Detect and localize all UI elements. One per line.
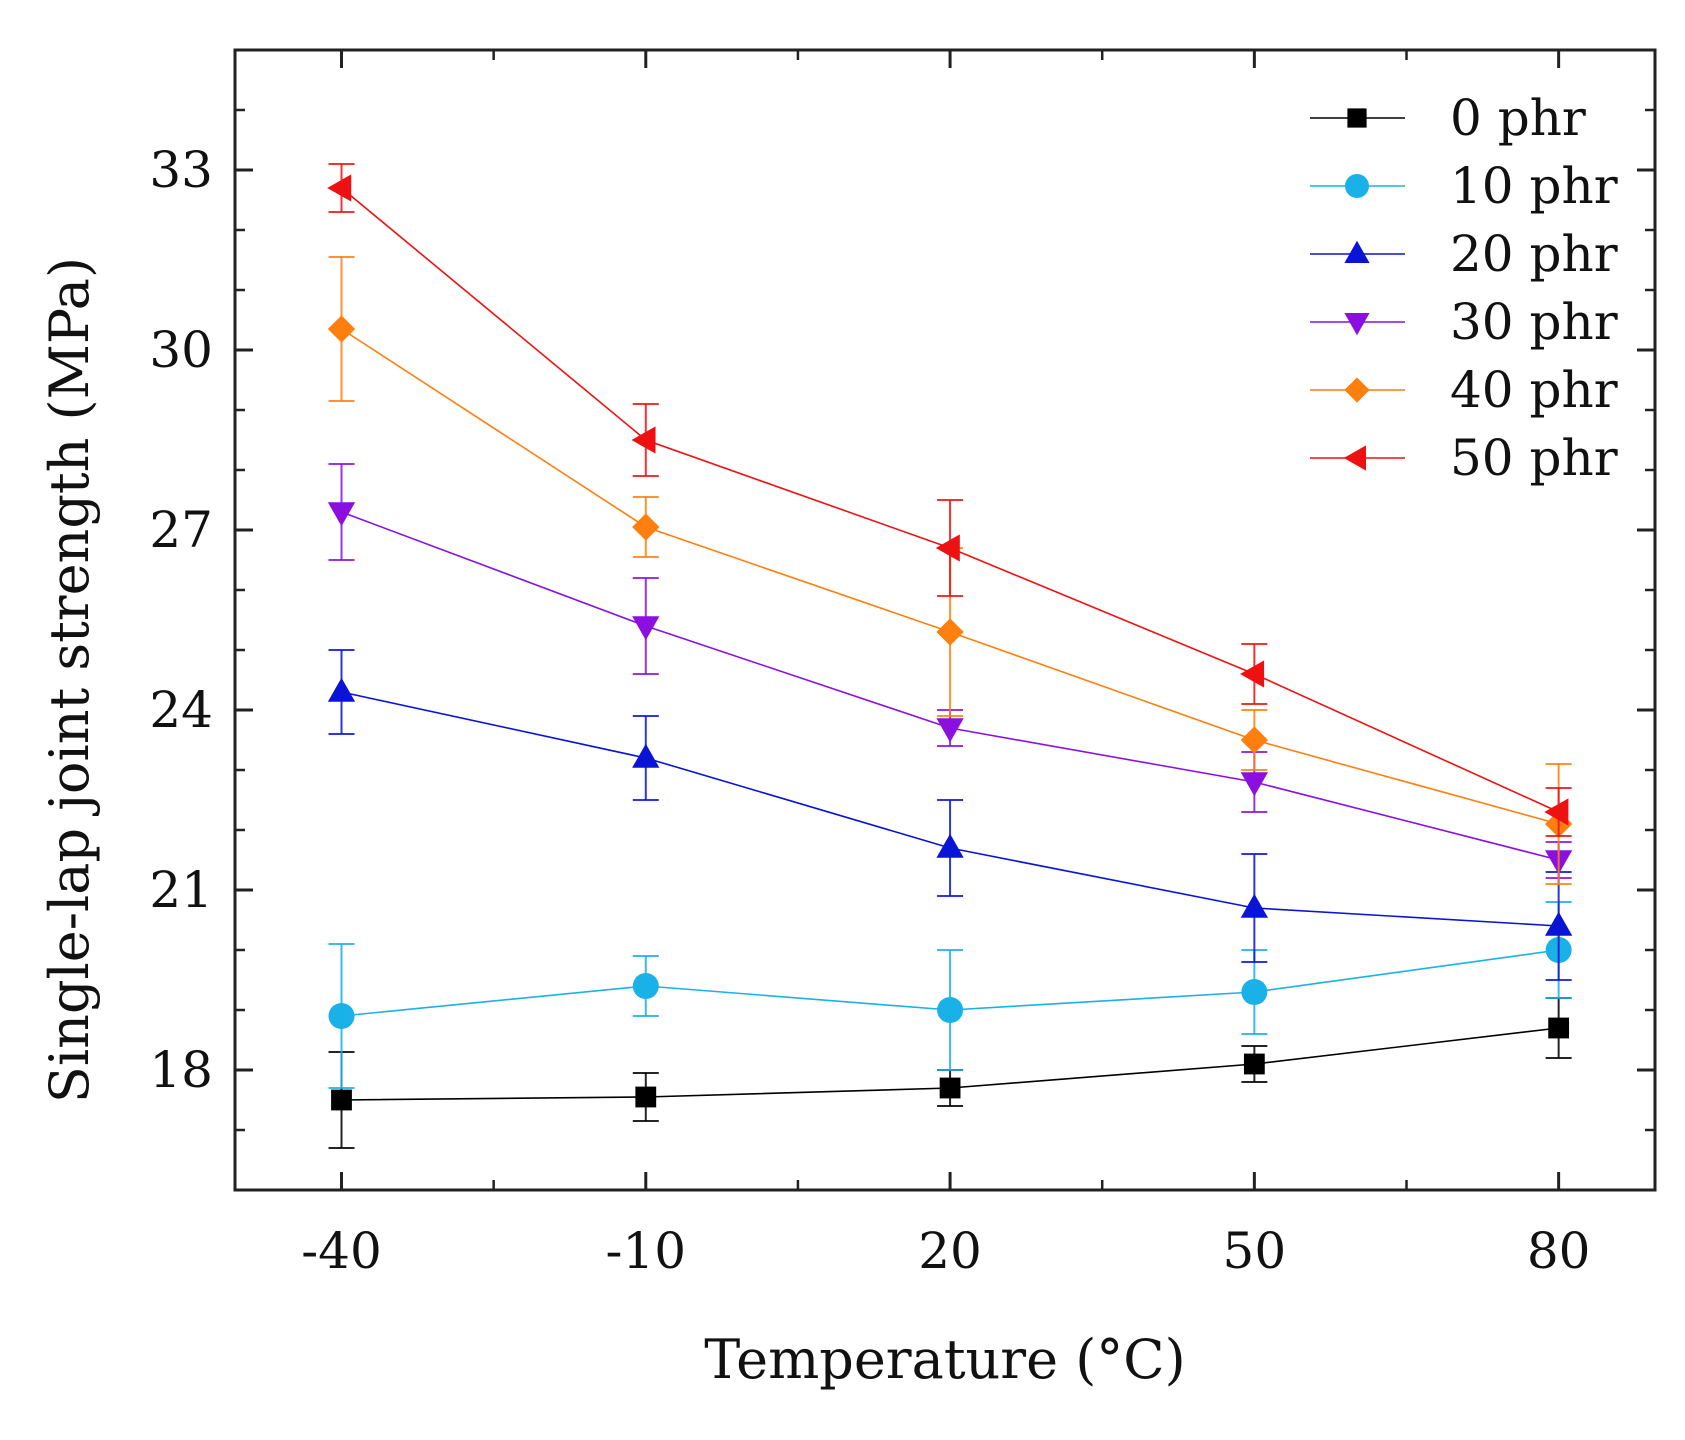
legend-item: 40 phr (1310, 361, 1618, 419)
y-tick-label: 33 (149, 141, 213, 199)
legend-label: 0 phr (1450, 89, 1586, 147)
y-tick-label: 27 (149, 501, 213, 559)
data-point (632, 743, 660, 768)
plot-area (233, 48, 1657, 1192)
series-50-phr (327, 163, 1572, 837)
data-point (635, 1086, 657, 1108)
legend-marker (1343, 445, 1366, 471)
y-tick-label: 30 (149, 321, 213, 379)
data-point (632, 513, 660, 541)
legend-label: 50 phr (1450, 429, 1618, 487)
data-point (1241, 979, 1268, 1005)
axes-ticks: -40 -10 20 50 80 18 21 24 27 30 33 (149, 48, 1655, 1280)
series-layer (327, 163, 1573, 1149)
x-tick-label: 20 (918, 1222, 982, 1280)
data-point (328, 1003, 355, 1029)
y-tick-label: 24 (149, 681, 213, 739)
data-point (936, 833, 964, 858)
data-point (1544, 911, 1573, 936)
legend-label: 10 phr (1450, 157, 1618, 215)
legend-item: 20 phr (1310, 225, 1618, 283)
data-point (632, 973, 659, 999)
legend-item: 0 phr (1310, 89, 1586, 147)
data-point (935, 534, 960, 562)
series-0-phr (328, 997, 1572, 1149)
data-point (327, 315, 356, 343)
x-axis-label: Temperature (°C) (704, 1328, 1185, 1391)
x-tick-label: -10 (606, 1222, 687, 1280)
legend: 0 phr 10 phr 20 phr 30 phr 40 phr 50 phr (1310, 89, 1618, 487)
legend-marker (1344, 377, 1370, 403)
data-point (937, 997, 964, 1023)
data-point (936, 618, 964, 646)
legend-item: 10 phr (1310, 157, 1618, 215)
y-tick-label: 18 (149, 1041, 213, 1099)
data-point (1240, 772, 1269, 797)
legend-marker (1344, 240, 1370, 263)
y-axis-label: Single-lap joint strength (MPa) (38, 257, 101, 1103)
plot-frame (233, 48, 1657, 1192)
data-point (1240, 893, 1269, 918)
x-tick-label: -40 (301, 1222, 382, 1280)
data-point (327, 677, 356, 702)
legend-marker (1345, 174, 1369, 198)
series-20-phr (327, 649, 1573, 981)
data-point (1544, 798, 1569, 826)
data-point (1240, 726, 1269, 754)
series-10-phr (328, 901, 1572, 1089)
legend-item: 50 phr (1310, 429, 1618, 487)
series-40-phr (327, 256, 1573, 885)
x-tick-label: 50 (1223, 1222, 1287, 1280)
legend-label: 40 phr (1450, 361, 1618, 419)
legend-label: 20 phr (1450, 225, 1618, 283)
data-point (939, 1077, 961, 1099)
data-point (1548, 1017, 1570, 1039)
data-point (632, 616, 660, 641)
data-point (327, 502, 356, 527)
legend-label: 30 phr (1450, 293, 1618, 351)
data-point (331, 1089, 352, 1111)
data-point (631, 426, 656, 454)
legend-marker (1347, 108, 1367, 128)
data-point (1240, 660, 1265, 688)
legend-marker (1344, 313, 1370, 336)
legend-item: 30 phr (1310, 293, 1618, 351)
data-point (1243, 1053, 1265, 1075)
data-point (327, 174, 352, 202)
data-point (936, 718, 964, 743)
y-tick-label: 21 (149, 861, 213, 919)
x-tick-label: 80 (1527, 1222, 1591, 1280)
